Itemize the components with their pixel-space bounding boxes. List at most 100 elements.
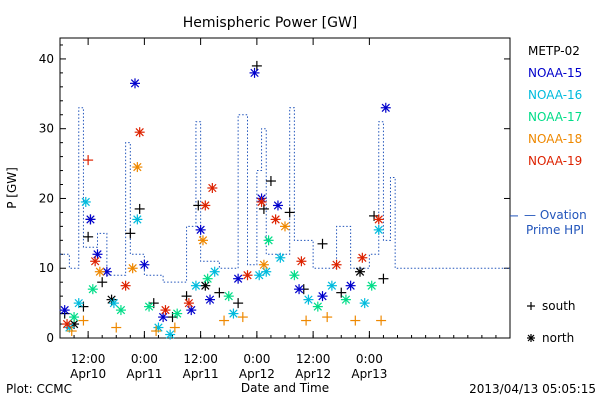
data-point-noaa-19 <box>160 305 171 316</box>
data-point-noaa-19 <box>200 200 211 211</box>
legend-item-metp-02: METP-02 <box>528 44 580 58</box>
data-point-noaa-15 <box>233 273 244 284</box>
data-point-noaa-15 <box>85 214 96 225</box>
data-point-metp-02 <box>233 298 244 309</box>
data-point-noaa-17 <box>312 301 323 312</box>
legend-marker-north <box>527 334 535 342</box>
data-point-noaa-16 <box>326 280 337 291</box>
data-point-metp-02 <box>258 203 269 214</box>
legend-marker-label-north: north <box>542 331 574 345</box>
data-point-noaa-17 <box>263 235 274 246</box>
x-tick-label-time: 12:00 <box>296 352 331 366</box>
y-tick-label: 30 <box>39 122 54 136</box>
data-point-noaa-17 <box>69 312 80 323</box>
data-point-noaa-16 <box>209 266 220 277</box>
data-point-noaa-16 <box>359 298 370 309</box>
series-noaa-16 <box>64 196 384 340</box>
data-point-noaa-15 <box>249 67 260 78</box>
data-point-noaa-18 <box>322 312 333 323</box>
data-point-noaa-19 <box>134 127 145 138</box>
data-point-noaa-19 <box>373 214 384 225</box>
y-tick-label: 0 <box>46 331 54 345</box>
series-noaa-18 <box>66 162 387 337</box>
data-point-metp-02 <box>200 280 211 291</box>
x-tick-label-date: Apr11 <box>126 367 162 381</box>
data-point-noaa-19 <box>242 270 253 281</box>
data-point-metp-02 <box>181 291 192 302</box>
data-point-noaa-16 <box>373 224 384 235</box>
data-point-metp-02 <box>378 273 389 284</box>
data-point-noaa-19 <box>296 256 307 267</box>
ovation-label-line1: — Ovation <box>524 208 587 222</box>
x-tick-label-time: 0:00 <box>243 352 270 366</box>
legend-item-noaa-18: NOAA-18 <box>528 132 582 146</box>
data-point-metp-02 <box>97 277 108 288</box>
data-point-noaa-19 <box>357 252 368 263</box>
footer-credit: Plot: CCMC <box>6 382 72 396</box>
x-tick-label-time: 0:00 <box>356 352 383 366</box>
y-tick-label: 20 <box>39 191 54 205</box>
legend-item-noaa-17: NOAA-17 <box>528 110 582 124</box>
data-point-noaa-18 <box>280 221 290 232</box>
data-point-noaa-17 <box>144 301 155 312</box>
data-point-metp-02 <box>284 207 295 218</box>
data-point-noaa-18 <box>94 266 105 277</box>
data-point-noaa-17 <box>115 305 126 316</box>
data-point-noaa-19 <box>331 259 342 270</box>
data-point-noaa-16 <box>190 280 201 291</box>
legend-item-noaa-16: NOAA-16 <box>528 88 582 102</box>
data-point-noaa-15 <box>130 78 140 89</box>
x-tick-label-time: 12:00 <box>71 352 106 366</box>
x-tick-label-time: 12:00 <box>183 352 218 366</box>
data-point-noaa-18 <box>151 326 162 337</box>
x-tick-label-date: Apr12 <box>295 367 331 381</box>
data-point-metp-02 <box>214 287 225 298</box>
legend-marker-south <box>527 302 535 310</box>
data-point-noaa-16 <box>228 308 239 319</box>
chart-title: Hemispheric Power [GW] <box>183 15 358 31</box>
data-point-noaa-18 <box>111 322 122 333</box>
data-point-metp-02 <box>125 228 136 239</box>
data-point-noaa-18 <box>197 235 208 246</box>
y-tick-label: 40 <box>39 52 54 66</box>
data-point-noaa-16 <box>275 252 286 263</box>
x-axis: 12:00Apr100:00Apr1112:00Apr110:00Apr1212… <box>59 38 511 381</box>
legend-item-noaa-19: NOAA-19 <box>528 154 582 168</box>
data-point-noaa-15 <box>158 312 169 323</box>
data-point-noaa-15 <box>186 305 197 316</box>
ovation-label-line2: Prime HPI <box>526 223 584 237</box>
y-tick-label: 10 <box>39 261 54 275</box>
data-point-noaa-18 <box>237 312 248 323</box>
data-point-noaa-18 <box>132 162 143 173</box>
data-point-noaa-17 <box>172 308 183 319</box>
data-point-metp-02 <box>134 203 145 214</box>
data-point-noaa-17 <box>289 270 300 281</box>
data-point-metp-02 <box>251 60 262 71</box>
data-point-noaa-19 <box>120 280 131 291</box>
data-point-noaa-16 <box>108 298 119 309</box>
data-markers <box>59 60 391 340</box>
data-point-noaa-19 <box>90 256 101 267</box>
data-point-metp-02 <box>355 266 365 277</box>
data-point-noaa-18 <box>66 326 77 337</box>
data-point-noaa-18 <box>169 322 180 333</box>
data-point-noaa-19 <box>62 319 73 330</box>
data-point-metp-02 <box>336 287 347 298</box>
data-point-noaa-19 <box>183 298 194 309</box>
data-point-noaa-15 <box>139 259 150 270</box>
data-point-noaa-19 <box>83 155 94 166</box>
data-point-noaa-15 <box>294 284 305 295</box>
data-point-noaa-18 <box>301 315 312 326</box>
data-point-noaa-18 <box>258 259 269 270</box>
data-point-noaa-17 <box>223 291 234 302</box>
data-point-noaa-15 <box>59 305 70 316</box>
data-point-noaa-15 <box>205 294 215 305</box>
data-point-noaa-19 <box>270 214 281 225</box>
data-point-noaa-16 <box>132 214 143 225</box>
data-point-noaa-15 <box>195 224 206 235</box>
data-point-noaa-15 <box>380 102 391 113</box>
legend-marker-label-south: south <box>542 299 576 313</box>
data-point-noaa-17 <box>87 284 98 295</box>
